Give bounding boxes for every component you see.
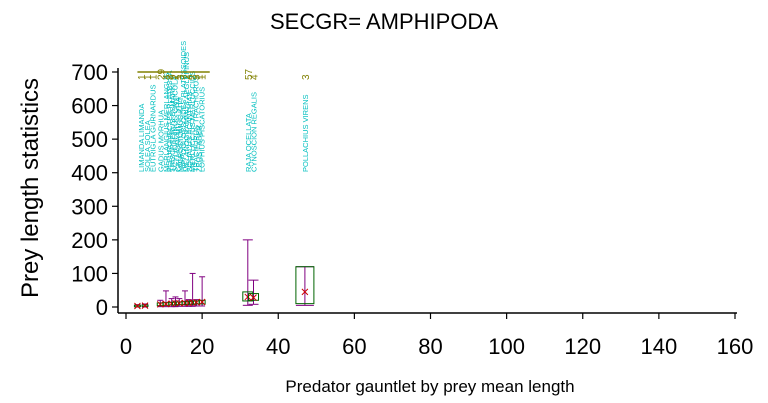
y-tick-label: 400	[71, 161, 108, 186]
count-label: 2	[188, 74, 199, 80]
x-tick-label: 20	[190, 334, 214, 359]
y-axis-label: Prey length statistics	[17, 78, 44, 298]
predator-label: CALLIONYMUS LYRA	[173, 97, 182, 172]
mean-marker	[250, 294, 257, 301]
count-label: 4	[162, 74, 173, 80]
count-label: 1	[194, 74, 205, 80]
y-tick-label: 700	[71, 60, 108, 85]
x-tick-label: 120	[564, 334, 601, 359]
x-tick-label: 40	[266, 334, 290, 359]
predator-label: LOPHIUS PISCATORIUS	[197, 87, 206, 172]
y-tick-label: 500	[71, 127, 108, 152]
predator-label: ZEUS FABER	[194, 125, 203, 172]
mean-marker	[193, 298, 200, 306]
box	[248, 293, 260, 301]
count-label: 7	[179, 74, 190, 80]
x-axis-label: Predator gauntlet by prey mean length	[285, 377, 574, 396]
count-label: 1	[149, 74, 160, 80]
predator-label: MELANOGRAMMUS AEGLEFINUS	[182, 52, 191, 172]
x-tick-label: 100	[488, 334, 525, 359]
count-label: 3	[191, 74, 202, 80]
mean-marker	[244, 293, 252, 301]
box	[295, 266, 315, 305]
y-tick-label: 300	[71, 194, 108, 219]
predator-label: RAJA OCELLATA	[244, 113, 253, 172]
count-label: 1	[197, 74, 208, 80]
count-label: 29	[156, 68, 167, 80]
mean-marker	[301, 288, 309, 296]
count-label: 2	[171, 74, 182, 80]
predator-label: MERLUCCIUS MERLUCCIUS	[188, 71, 197, 172]
count-label: 1	[173, 74, 184, 80]
chart-title: SECGR= AMPHIPODA	[270, 9, 498, 34]
count-label: 57	[244, 68, 255, 80]
predator-label: TRISOPTERUS ESMARKI	[168, 83, 177, 172]
x-tick-label: 80	[418, 334, 442, 359]
predator-label: LIMANDA LIMANDA	[137, 104, 146, 172]
y-tick-label: 200	[71, 228, 108, 253]
x-tick-label: 60	[342, 334, 366, 359]
box	[198, 299, 206, 305]
count-label: 1	[143, 74, 154, 80]
axes: 0 20 40 60 80 100 120 140 160 0 100 200 300 400 500 600…	[71, 60, 753, 359]
predator-label: POLLACHIUS VIRENS	[301, 94, 310, 172]
count-label: 2	[182, 74, 193, 80]
predator-label: SOLEA SOLEA	[143, 120, 152, 172]
predator-label: HIPPOGLOSSOIDES PLATESSOIDES	[179, 41, 188, 172]
mean-marker	[141, 302, 149, 310]
predator-label: CYNOSCION REGALIS	[250, 92, 259, 172]
predator-label: MICROSTOMUS KITT	[176, 96, 185, 172]
y-tick-label: 100	[71, 261, 108, 286]
predator-label: PLEURONECTES PLATESSA	[165, 70, 174, 172]
x-tick-label: 0	[120, 334, 132, 359]
count-label: 3	[301, 74, 312, 80]
predator-label: TRACHURUS TRACHURUS	[191, 76, 200, 172]
count-label: 3	[176, 74, 187, 80]
predator-label: MERLANGIUS MERLANGUS	[162, 73, 171, 172]
predator-label: GADUS MORHUA	[156, 110, 165, 172]
predator-label: SQUALUS ACANTHIAS	[185, 92, 194, 172]
predator-label: EUTRIGLA GURNARDUS	[149, 84, 158, 172]
x-tick-label: 160	[717, 334, 754, 359]
count-label: 4	[250, 74, 261, 80]
mean-marker	[162, 300, 170, 308]
predator-label: SCYLIORHINUS CANICULA	[171, 76, 180, 172]
y-tick-label: 0	[96, 295, 108, 320]
count-label: 4	[185, 74, 196, 80]
y-tick-label: 600	[71, 94, 108, 119]
count-label: 1	[137, 74, 148, 80]
count-label: 2	[165, 74, 176, 80]
mean-marker	[175, 299, 183, 307]
mean-marker	[134, 302, 141, 310]
mean-marker	[198, 298, 206, 306]
mean-marker	[156, 300, 164, 308]
boxes	[133, 239, 315, 310]
x-tick-label: 140	[641, 334, 678, 359]
count-label: 9	[168, 74, 179, 80]
